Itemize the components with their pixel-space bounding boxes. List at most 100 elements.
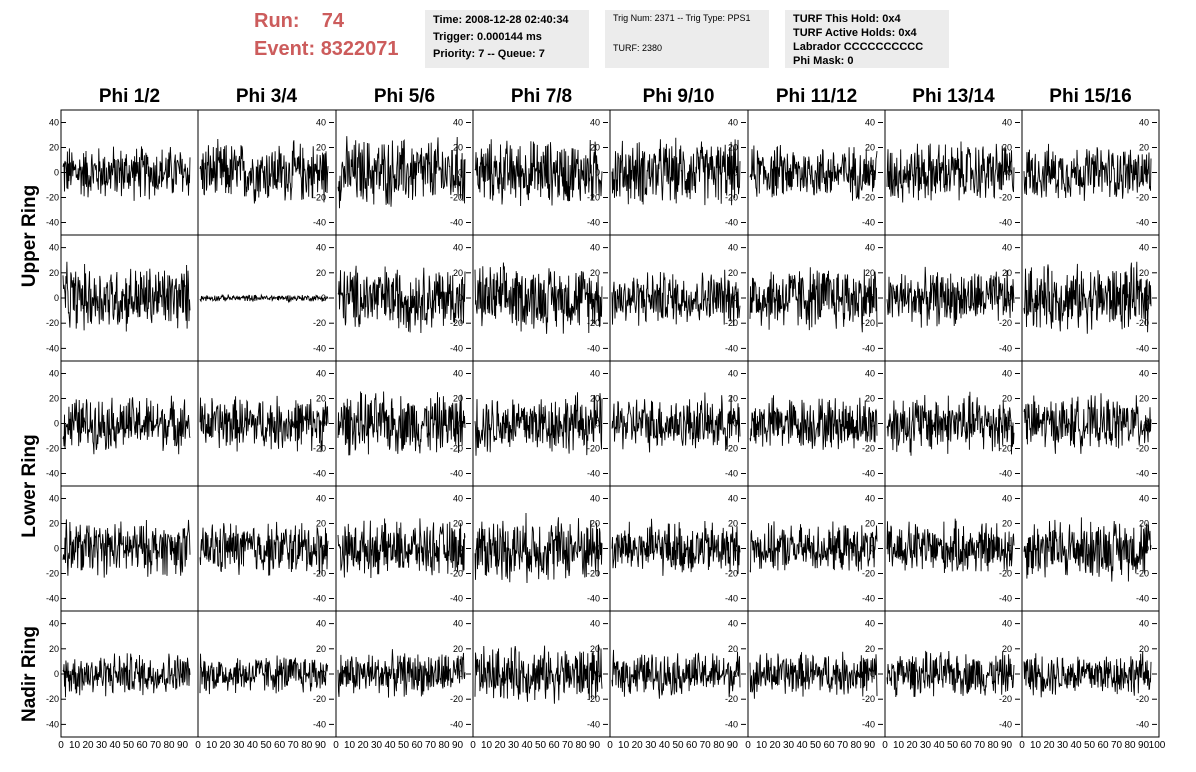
y-tick-label: 20 — [590, 519, 600, 529]
y-tick-label: 20 — [865, 519, 875, 529]
waveform-line — [474, 512, 603, 584]
waveform-line — [611, 392, 741, 453]
y-tick-label: -40 — [450, 719, 463, 729]
waveform-line — [1023, 143, 1152, 201]
turf-active-line: TURF Active Holds: 0x4 — [793, 27, 917, 39]
y-tick-label: -20 — [999, 694, 1012, 704]
x-tick-label: 70 — [837, 740, 849, 751]
y-tick-label: 40 — [1002, 494, 1012, 504]
x-tick-label: 0 — [470, 740, 476, 751]
y-tick-label: 40 — [865, 243, 875, 253]
event-label: Event: 8322071 — [254, 38, 399, 60]
y-tick-label: -40 — [46, 469, 59, 479]
y-tick-label: -20 — [46, 318, 59, 328]
y-tick-label: -20 — [999, 569, 1012, 579]
waveform-line — [611, 137, 741, 206]
y-tick-label: 40 — [1002, 619, 1012, 629]
y-tick-label: 0 — [54, 168, 59, 178]
waveform-line — [1023, 261, 1152, 334]
y-tick-label: 40 — [453, 494, 463, 504]
x-tick-label: 90 — [177, 740, 189, 751]
waveform-line — [886, 141, 1015, 203]
y-tick-label: -20 — [587, 569, 600, 579]
y-tick-label: 20 — [1139, 519, 1149, 529]
x-tick-label: 10 — [206, 740, 218, 751]
x-tick-label: 70 — [425, 740, 437, 751]
x-tick-label: 60 — [1097, 740, 1109, 751]
x-tick-label: 70 — [700, 740, 712, 751]
x-tick-label: 30 — [371, 740, 383, 751]
y-tick-label: 20 — [1002, 394, 1012, 404]
x-tick-label: 30 — [645, 740, 657, 751]
y-tick-label: 40 — [728, 243, 738, 253]
y-tick-label: 40 — [316, 118, 326, 128]
y-tick-label: 0 — [321, 293, 326, 303]
x-tick-label: 10 — [1030, 740, 1042, 751]
x-tick-label: 0 — [195, 740, 201, 751]
y-tick-label: 20 — [316, 644, 326, 654]
x-tick-label: 50 — [535, 740, 547, 751]
y-tick-label: 40 — [316, 619, 326, 629]
waveform-line — [611, 649, 741, 699]
waveform-line — [474, 644, 603, 704]
y-tick-label: -20 — [1136, 444, 1149, 454]
y-tick-label: -40 — [862, 594, 875, 604]
waveform-line — [62, 261, 191, 332]
waveform-line — [62, 146, 191, 201]
priority-line: Priority: 7 -- Queue: 7 — [433, 48, 545, 60]
y-tick-label: 40 — [453, 243, 463, 253]
y-tick-label: -40 — [587, 719, 600, 729]
y-tick-label: -40 — [46, 594, 59, 604]
y-tick-label: -20 — [450, 569, 463, 579]
y-tick-label: -20 — [587, 318, 600, 328]
turf-count-line: TURF: 2380 — [613, 43, 663, 53]
y-tick-label: -20 — [725, 318, 738, 328]
x-tick-label: 60 — [274, 740, 286, 751]
y-tick-label: 0 — [54, 669, 59, 679]
x-tick-label: 70 — [974, 740, 986, 751]
y-tick-label: 0 — [733, 293, 738, 303]
x-tick-label: 90 — [452, 740, 464, 751]
y-tick-label: 0 — [458, 669, 463, 679]
y-tick-label: -40 — [313, 218, 326, 228]
y-tick-label: -40 — [862, 218, 875, 228]
y-tick-label: 40 — [590, 494, 600, 504]
x-tick-label: 10 — [893, 740, 905, 751]
y-tick-label: 20 — [1002, 143, 1012, 153]
x-tick-label: 90 — [315, 740, 327, 751]
trig-info-box: Trig Num: 2371 -- Trig Type: PPS1 TURF: … — [605, 10, 769, 68]
waveform-line — [886, 518, 1015, 574]
x-tick-label: 40 — [521, 740, 533, 751]
y-tick-label: -40 — [1136, 719, 1149, 729]
y-tick-label: -40 — [450, 594, 463, 604]
waveform-line — [337, 391, 466, 456]
waveform-line — [199, 293, 329, 304]
x-tick-label: 30 — [508, 740, 520, 751]
y-tick-label: 40 — [1002, 243, 1012, 253]
waveform-line — [62, 653, 191, 698]
y-tick-label: -40 — [862, 719, 875, 729]
y-tick-label: -40 — [999, 719, 1012, 729]
y-tick-label: 20 — [316, 519, 326, 529]
x-tick-label: 90 — [1138, 740, 1150, 751]
y-tick-label: -20 — [46, 444, 59, 454]
y-tick-label: 40 — [1139, 619, 1149, 629]
y-tick-label: 20 — [865, 143, 875, 153]
x-tick-label: 40 — [796, 740, 808, 751]
y-tick-label: -40 — [587, 218, 600, 228]
y-tick-label: 20 — [49, 268, 59, 278]
y-tick-label: -40 — [46, 719, 59, 729]
x-tick-label: 80 — [850, 740, 862, 751]
y-tick-label: -40 — [862, 469, 875, 479]
